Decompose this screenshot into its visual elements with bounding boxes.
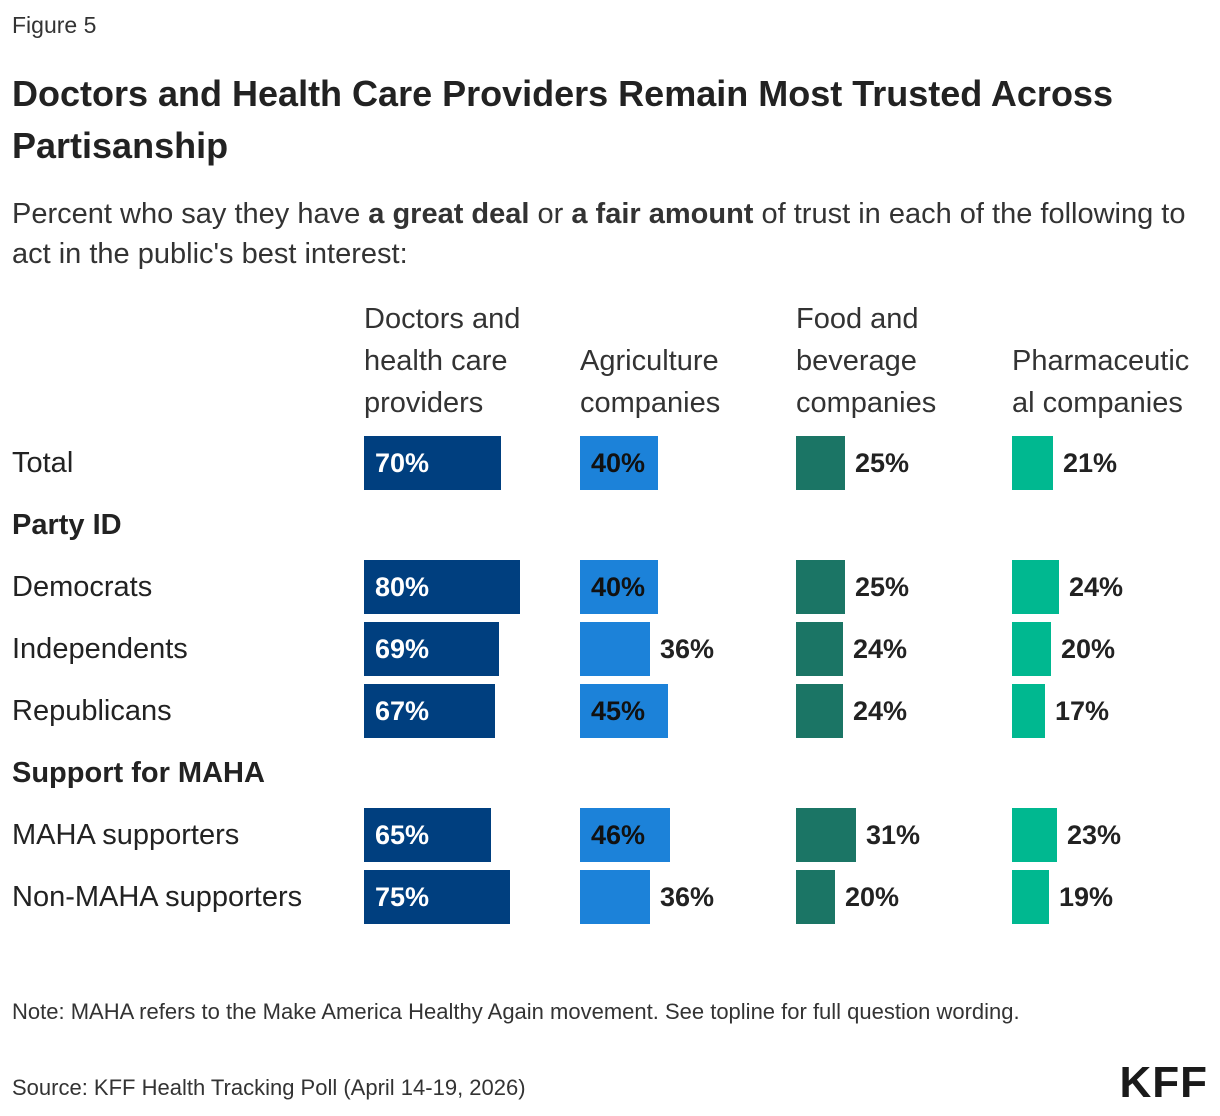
- bar: [580, 870, 650, 924]
- bar: [364, 808, 491, 862]
- column-header-line: health care: [364, 345, 508, 377]
- bar: [580, 622, 650, 676]
- column-header-3: Food and beverage companies: [796, 298, 1006, 424]
- data-label: 36%: [660, 882, 715, 912]
- group-label: Party ID: [12, 509, 122, 541]
- column-header-line: beverage: [796, 345, 917, 377]
- subtitle-bold-1: a great deal: [368, 198, 530, 230]
- bar: [580, 808, 670, 862]
- bar: [580, 684, 668, 738]
- column-header-line: Doctors and: [364, 303, 521, 335]
- bar: [1012, 622, 1051, 676]
- bar: [796, 560, 845, 614]
- data-label: 75%: [375, 882, 430, 912]
- column-header-line: al companies: [1012, 387, 1183, 419]
- bar: [580, 436, 658, 490]
- data-label: 17%: [1055, 696, 1110, 726]
- row-label: Independents: [12, 633, 188, 665]
- data-label: 20%: [1061, 634, 1116, 664]
- data-label: 25%: [855, 572, 910, 602]
- column-header-1: Doctors and health care providers: [364, 298, 574, 424]
- bar: [796, 622, 843, 676]
- data-label: 70%: [375, 448, 430, 478]
- row-label: Non-MAHA supporters: [12, 881, 303, 913]
- chart-note: Note: MAHA refers to the Make America He…: [12, 999, 1020, 1024]
- bar: [796, 870, 835, 924]
- bar: [1012, 560, 1059, 614]
- bar: [1012, 808, 1057, 862]
- column-header-line: providers: [364, 387, 484, 419]
- chart-subtitle: Percent who say they have a great deal o…: [12, 194, 1202, 274]
- row-label: Republicans: [12, 695, 172, 727]
- row-label: Total: [12, 447, 74, 479]
- bar: [364, 622, 499, 676]
- data-label: 25%: [855, 448, 910, 478]
- bar: [796, 808, 856, 862]
- bar: [364, 436, 501, 490]
- column-header-2: Agriculture companies: [580, 340, 790, 424]
- data-label: 24%: [1069, 572, 1124, 602]
- data-label: 40%: [591, 448, 646, 478]
- bar: [364, 870, 510, 924]
- column-header-line: Agriculture: [580, 345, 719, 377]
- bar: [1012, 684, 1045, 738]
- data-label: 65%: [375, 820, 430, 850]
- data-label: 24%: [853, 634, 908, 664]
- column-header-line: companies: [796, 387, 937, 419]
- bar: [796, 436, 845, 490]
- bar: [580, 560, 658, 614]
- subtitle-text-2: or: [529, 198, 572, 230]
- data-label: 80%: [375, 572, 430, 602]
- bar: [364, 684, 495, 738]
- bar: [1012, 870, 1049, 924]
- data-label: 40%: [591, 572, 646, 602]
- chart-source: Source: KFF Health Tracking Poll (April …: [12, 1075, 526, 1100]
- column-header-4: Pharmaceutic al companies: [1012, 340, 1220, 424]
- data-label: 20%: [845, 882, 900, 912]
- row-label: Democrats: [12, 571, 153, 603]
- subtitle-text-3: of trust in each of the following to act…: [12, 198, 1186, 270]
- figure-label: Figure 5: [12, 12, 97, 38]
- column-header-line: Pharmaceutic: [1012, 345, 1190, 377]
- kff-logo: KFF: [1119, 1058, 1208, 1107]
- row-label: MAHA supporters: [12, 819, 240, 851]
- data-label: 19%: [1059, 882, 1114, 912]
- data-label: 36%: [660, 634, 715, 664]
- bar: [796, 684, 843, 738]
- subtitle-text-1: Percent who say they have: [12, 198, 369, 230]
- data-label: 69%: [375, 634, 430, 664]
- bar: [1012, 436, 1053, 490]
- subtitle-bold-2: a fair amount: [571, 198, 754, 230]
- data-label: 21%: [1063, 448, 1118, 478]
- data-label: 23%: [1067, 820, 1122, 850]
- column-header-line: companies: [580, 387, 721, 419]
- bar: [364, 560, 520, 614]
- data-label: 45%: [591, 696, 646, 726]
- group-label: Support for MAHA: [12, 757, 265, 789]
- column-header-line: Food and: [796, 303, 919, 335]
- data-label: 46%: [591, 820, 646, 850]
- chart-title: Doctors and Health Care Providers Remain…: [12, 73, 1113, 166]
- data-label: 67%: [375, 696, 430, 726]
- data-label: 24%: [853, 696, 908, 726]
- data-label: 31%: [866, 820, 921, 850]
